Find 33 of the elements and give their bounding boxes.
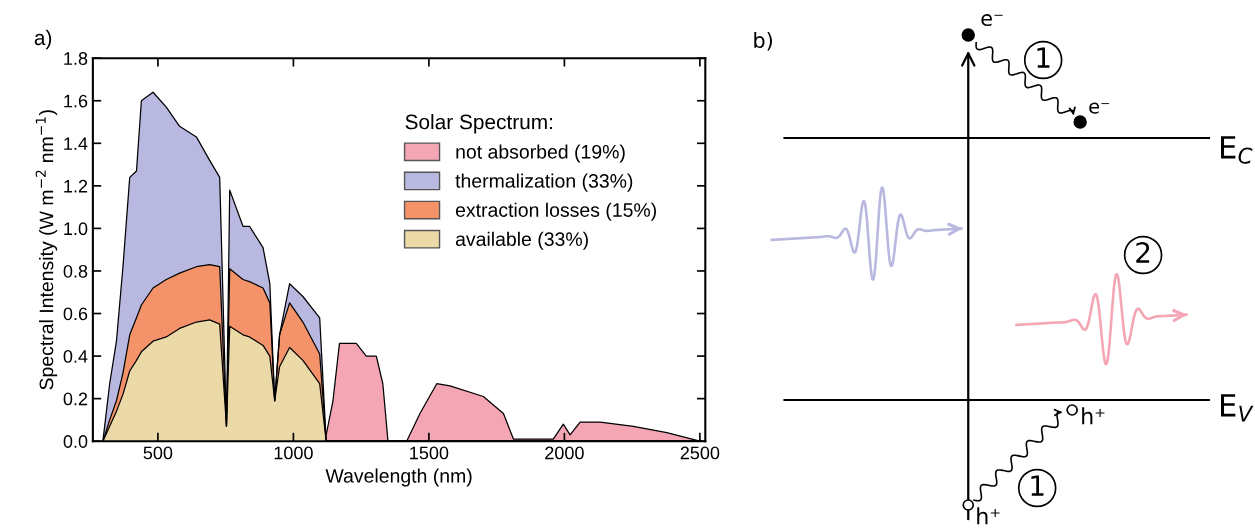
y-tick-label: 1.0 — [64, 222, 88, 236]
x-tick-label: 1500 — [410, 446, 449, 460]
x-tick-label: 2000 — [545, 446, 584, 460]
text: 1 — [1037, 47, 1050, 68]
text: 2 — [1136, 242, 1150, 263]
y-tick-label: 1.6 — [64, 94, 88, 108]
text: h⁺ — [977, 507, 1000, 525]
y-tick-label: 0.6 — [63, 307, 88, 321]
y-tick-label: 1.2 — [64, 179, 88, 193]
x-tick-label: 500 — [143, 446, 173, 460]
y-tick-label: 0.2 — [63, 392, 88, 406]
y-tick-label: 0.8 — [63, 264, 88, 278]
x-tick-label: 1000 — [274, 446, 313, 460]
y-tick-label: 1.8 — [64, 52, 88, 65]
text: e⁻ — [981, 14, 1003, 27]
text: h⁺ — [1082, 407, 1105, 425]
legend-title: Solar Spectrum: — [405, 113, 553, 134]
x-tick-label: 2500 — [680, 446, 720, 460]
y-tick-label: 0.0 — [63, 435, 88, 448]
legend-label: extraction losses (15%) — [455, 202, 656, 221]
legend-label: available (33%) — [455, 231, 588, 250]
y-tick-label: 0.4 — [63, 350, 88, 363]
text: b) — [754, 31, 772, 51]
y-axis-title: Spectral Intensity (W m$^{−2}$ nm$^{−1}$) — [35, 110, 58, 390]
text: a) — [34, 29, 52, 50]
text: 1 — [1031, 475, 1044, 496]
text: e⁻ — [1089, 102, 1110, 114]
legend-label: not absorbed (19%) — [456, 144, 625, 163]
x-axis-title: Wavelength (nm) — [325, 468, 472, 487]
legend-label: thermalization (33%) — [455, 173, 633, 192]
y-tick-label: 1.4 — [64, 137, 88, 150]
text: E$_{C}$ — [1221, 136, 1253, 164]
text: E$_{V}$ — [1221, 394, 1254, 422]
